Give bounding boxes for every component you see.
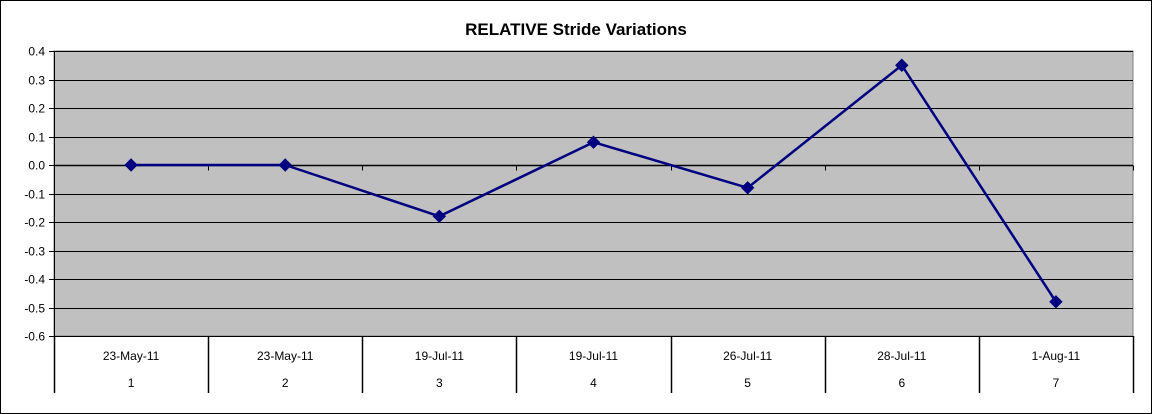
x-index-label: 5 <box>744 376 751 390</box>
y-tick-label: 0.3 <box>28 74 45 88</box>
data-point-marker <box>586 135 601 149</box>
x-index-label: 1 <box>128 376 135 390</box>
y-tick-label: -0.4 <box>24 273 45 287</box>
y-tick-label: 0.1 <box>28 131 45 145</box>
data-point-marker <box>124 158 138 172</box>
x-index-label: 6 <box>898 376 905 390</box>
y-tick-label: -0.5 <box>24 302 45 316</box>
data-point-marker <box>1049 295 1063 309</box>
chart-title: RELATIVE Stride Variations <box>465 20 687 39</box>
data-point-marker <box>278 158 292 172</box>
data-point-marker <box>432 209 447 224</box>
y-tick-label: 0.0 <box>28 159 45 173</box>
x-date-label: 23-May-11 <box>257 349 314 363</box>
data-point-marker <box>895 58 909 72</box>
x-date-label: 26-Jul-11 <box>723 349 772 363</box>
x-date-label: 28-Jul-11 <box>877 349 926 363</box>
x-index-label: 3 <box>436 376 443 390</box>
x-date-label: 1-Aug-11 <box>1032 349 1081 363</box>
x-index-label: 4 <box>590 376 597 390</box>
y-tick-label: -0.2 <box>24 216 45 230</box>
x-date-label: 19-Jul-11 <box>415 349 464 363</box>
x-index-label: 2 <box>282 376 289 390</box>
x-index-label: 7 <box>1053 376 1060 390</box>
plot-area <box>53 50 1134 337</box>
y-tick-label: -0.1 <box>24 188 45 202</box>
y-tick-label: -0.6 <box>24 330 45 344</box>
x-date-label: 23-May-11 <box>103 349 160 363</box>
x-date-label: 19-Jul-11 <box>569 349 618 363</box>
data-point-marker <box>740 181 755 195</box>
y-tick-label: 0.4 <box>28 45 45 59</box>
y-tick-label: 0.2 <box>28 102 45 116</box>
y-tick-label: -0.3 <box>24 245 45 259</box>
